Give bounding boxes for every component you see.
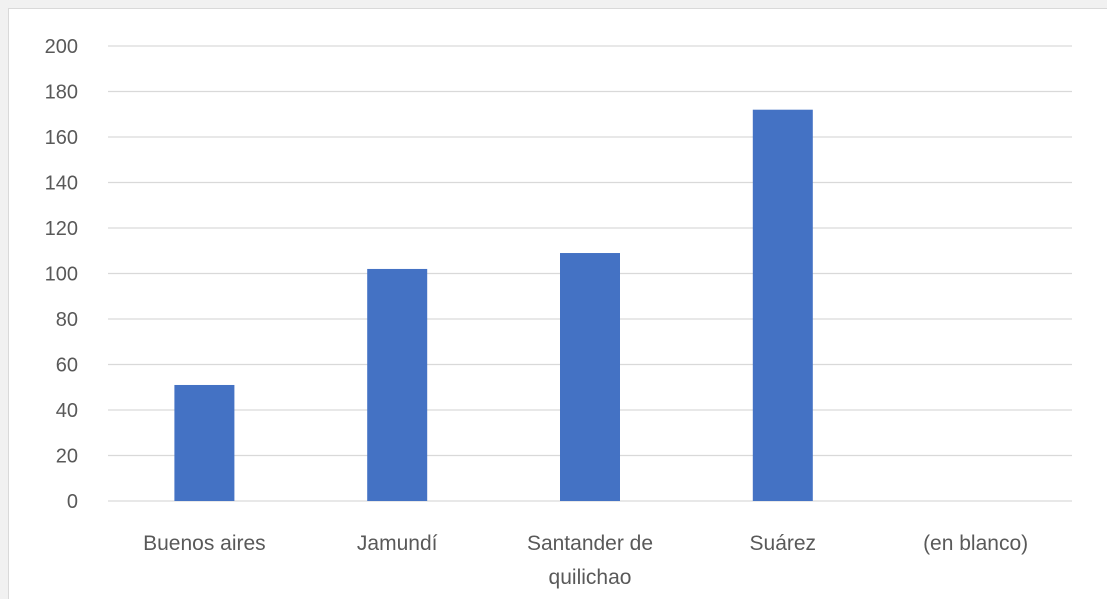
bars: [174, 109, 813, 501]
bar-jamundí: [367, 268, 428, 501]
x-category-label: Santander de: [527, 532, 653, 555]
y-tick-label: 140: [45, 173, 78, 195]
x-category-label: Jamundí: [357, 532, 438, 555]
x-category-label: Buenos aires: [143, 532, 266, 555]
y-tick-label: 180: [45, 82, 78, 104]
bar-santander-de-quilichao: [560, 253, 620, 501]
y-axis-ticks: 0 20 40 60 80 100 120 140 160 180 200: [45, 36, 78, 513]
y-tick-label: 0: [67, 491, 78, 513]
y-tick-label: 20: [56, 446, 78, 468]
y-tick-label: 80: [56, 309, 78, 331]
y-tick-label: 120: [45, 218, 78, 240]
x-category-label: quilichao: [549, 566, 632, 589]
x-category-label: Suárez: [750, 532, 817, 555]
x-axis-categories: Buenos aires Jamundí Santander de quilichao…: [143, 532, 1028, 589]
x-category-label: (en blanco): [923, 532, 1028, 555]
bar-suárez: [752, 109, 813, 501]
y-tick-label: 100: [45, 264, 78, 286]
bar-buenos-aires: [174, 384, 235, 501]
y-tick-label: 40: [56, 400, 78, 422]
y-tick-label: 60: [56, 355, 78, 377]
y-tick-label: 160: [45, 127, 78, 149]
y-tick-label: 200: [45, 36, 78, 58]
